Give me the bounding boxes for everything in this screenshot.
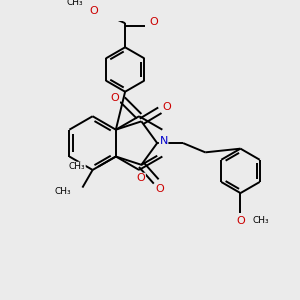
Text: O: O — [162, 103, 171, 112]
Text: CH₃: CH₃ — [55, 187, 71, 196]
Text: CH₃: CH₃ — [67, 0, 83, 8]
Text: O: O — [236, 216, 245, 226]
Text: O: O — [111, 93, 119, 103]
Text: CH₃: CH₃ — [253, 216, 269, 225]
Text: O: O — [155, 184, 164, 194]
Text: O: O — [89, 6, 98, 16]
Text: N: N — [160, 136, 168, 146]
Text: CH₃: CH₃ — [69, 162, 85, 171]
Text: O: O — [149, 17, 158, 27]
Text: O: O — [136, 173, 145, 183]
